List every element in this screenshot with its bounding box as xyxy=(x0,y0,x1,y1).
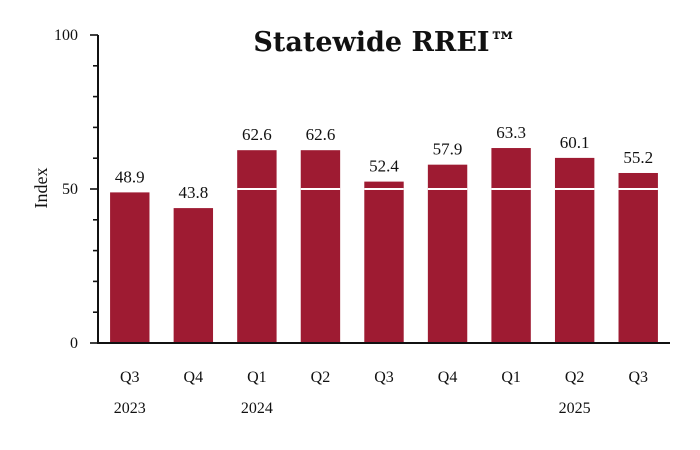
year-label: 2024 xyxy=(241,400,273,417)
data-label: 60.1 xyxy=(560,133,590,152)
bar xyxy=(618,172,658,343)
y-tick-label: 100 xyxy=(54,27,78,44)
x-tick-label: Q3 xyxy=(374,369,394,386)
year-label: 2023 xyxy=(114,400,146,417)
x-tick-label: Q1 xyxy=(247,369,267,386)
data-label: 52.4 xyxy=(369,157,399,176)
bar xyxy=(300,150,341,343)
x-tick-label: Q3 xyxy=(120,369,140,386)
x-tick-label: Q4 xyxy=(438,369,458,386)
data-label: 57.9 xyxy=(433,140,463,159)
y-axis-label: Index xyxy=(31,168,51,209)
data-label: 43.8 xyxy=(178,183,208,202)
bar xyxy=(237,150,277,343)
x-tick-label: Q1 xyxy=(501,369,521,386)
x-axis-labels: Q3 2023 Q4 Q1 2024 Q2 Q3 Q4 Q1 Q2 2025 Q3 xyxy=(114,369,648,417)
bar xyxy=(364,181,404,343)
data-label: 48.9 xyxy=(115,167,145,186)
y-tick-label: 0 xyxy=(70,335,78,352)
bars-group: 48.9 43.8 62.6 62.6 52.4 57.9 63.3 60.1 55.2 xyxy=(110,123,658,343)
year-label: 2025 xyxy=(559,400,591,417)
x-tick-label: Q3 xyxy=(628,369,648,386)
bar xyxy=(110,192,150,343)
data-label: 62.6 xyxy=(242,125,272,144)
data-label: 63.3 xyxy=(496,123,526,142)
y-axis-ticks: 0 50 100 xyxy=(54,27,98,352)
x-tick-label: Q2 xyxy=(565,369,585,386)
bar xyxy=(491,148,531,343)
data-label: 62.6 xyxy=(306,125,336,144)
chart-title: Statewide RREI™ xyxy=(253,27,516,58)
x-tick-label: Q4 xyxy=(184,369,204,386)
bar xyxy=(427,164,468,343)
x-tick-label: Q2 xyxy=(311,369,331,386)
bar xyxy=(554,157,595,343)
data-label: 55.2 xyxy=(623,148,653,167)
bar xyxy=(173,208,214,343)
y-tick-label: 50 xyxy=(62,181,78,198)
